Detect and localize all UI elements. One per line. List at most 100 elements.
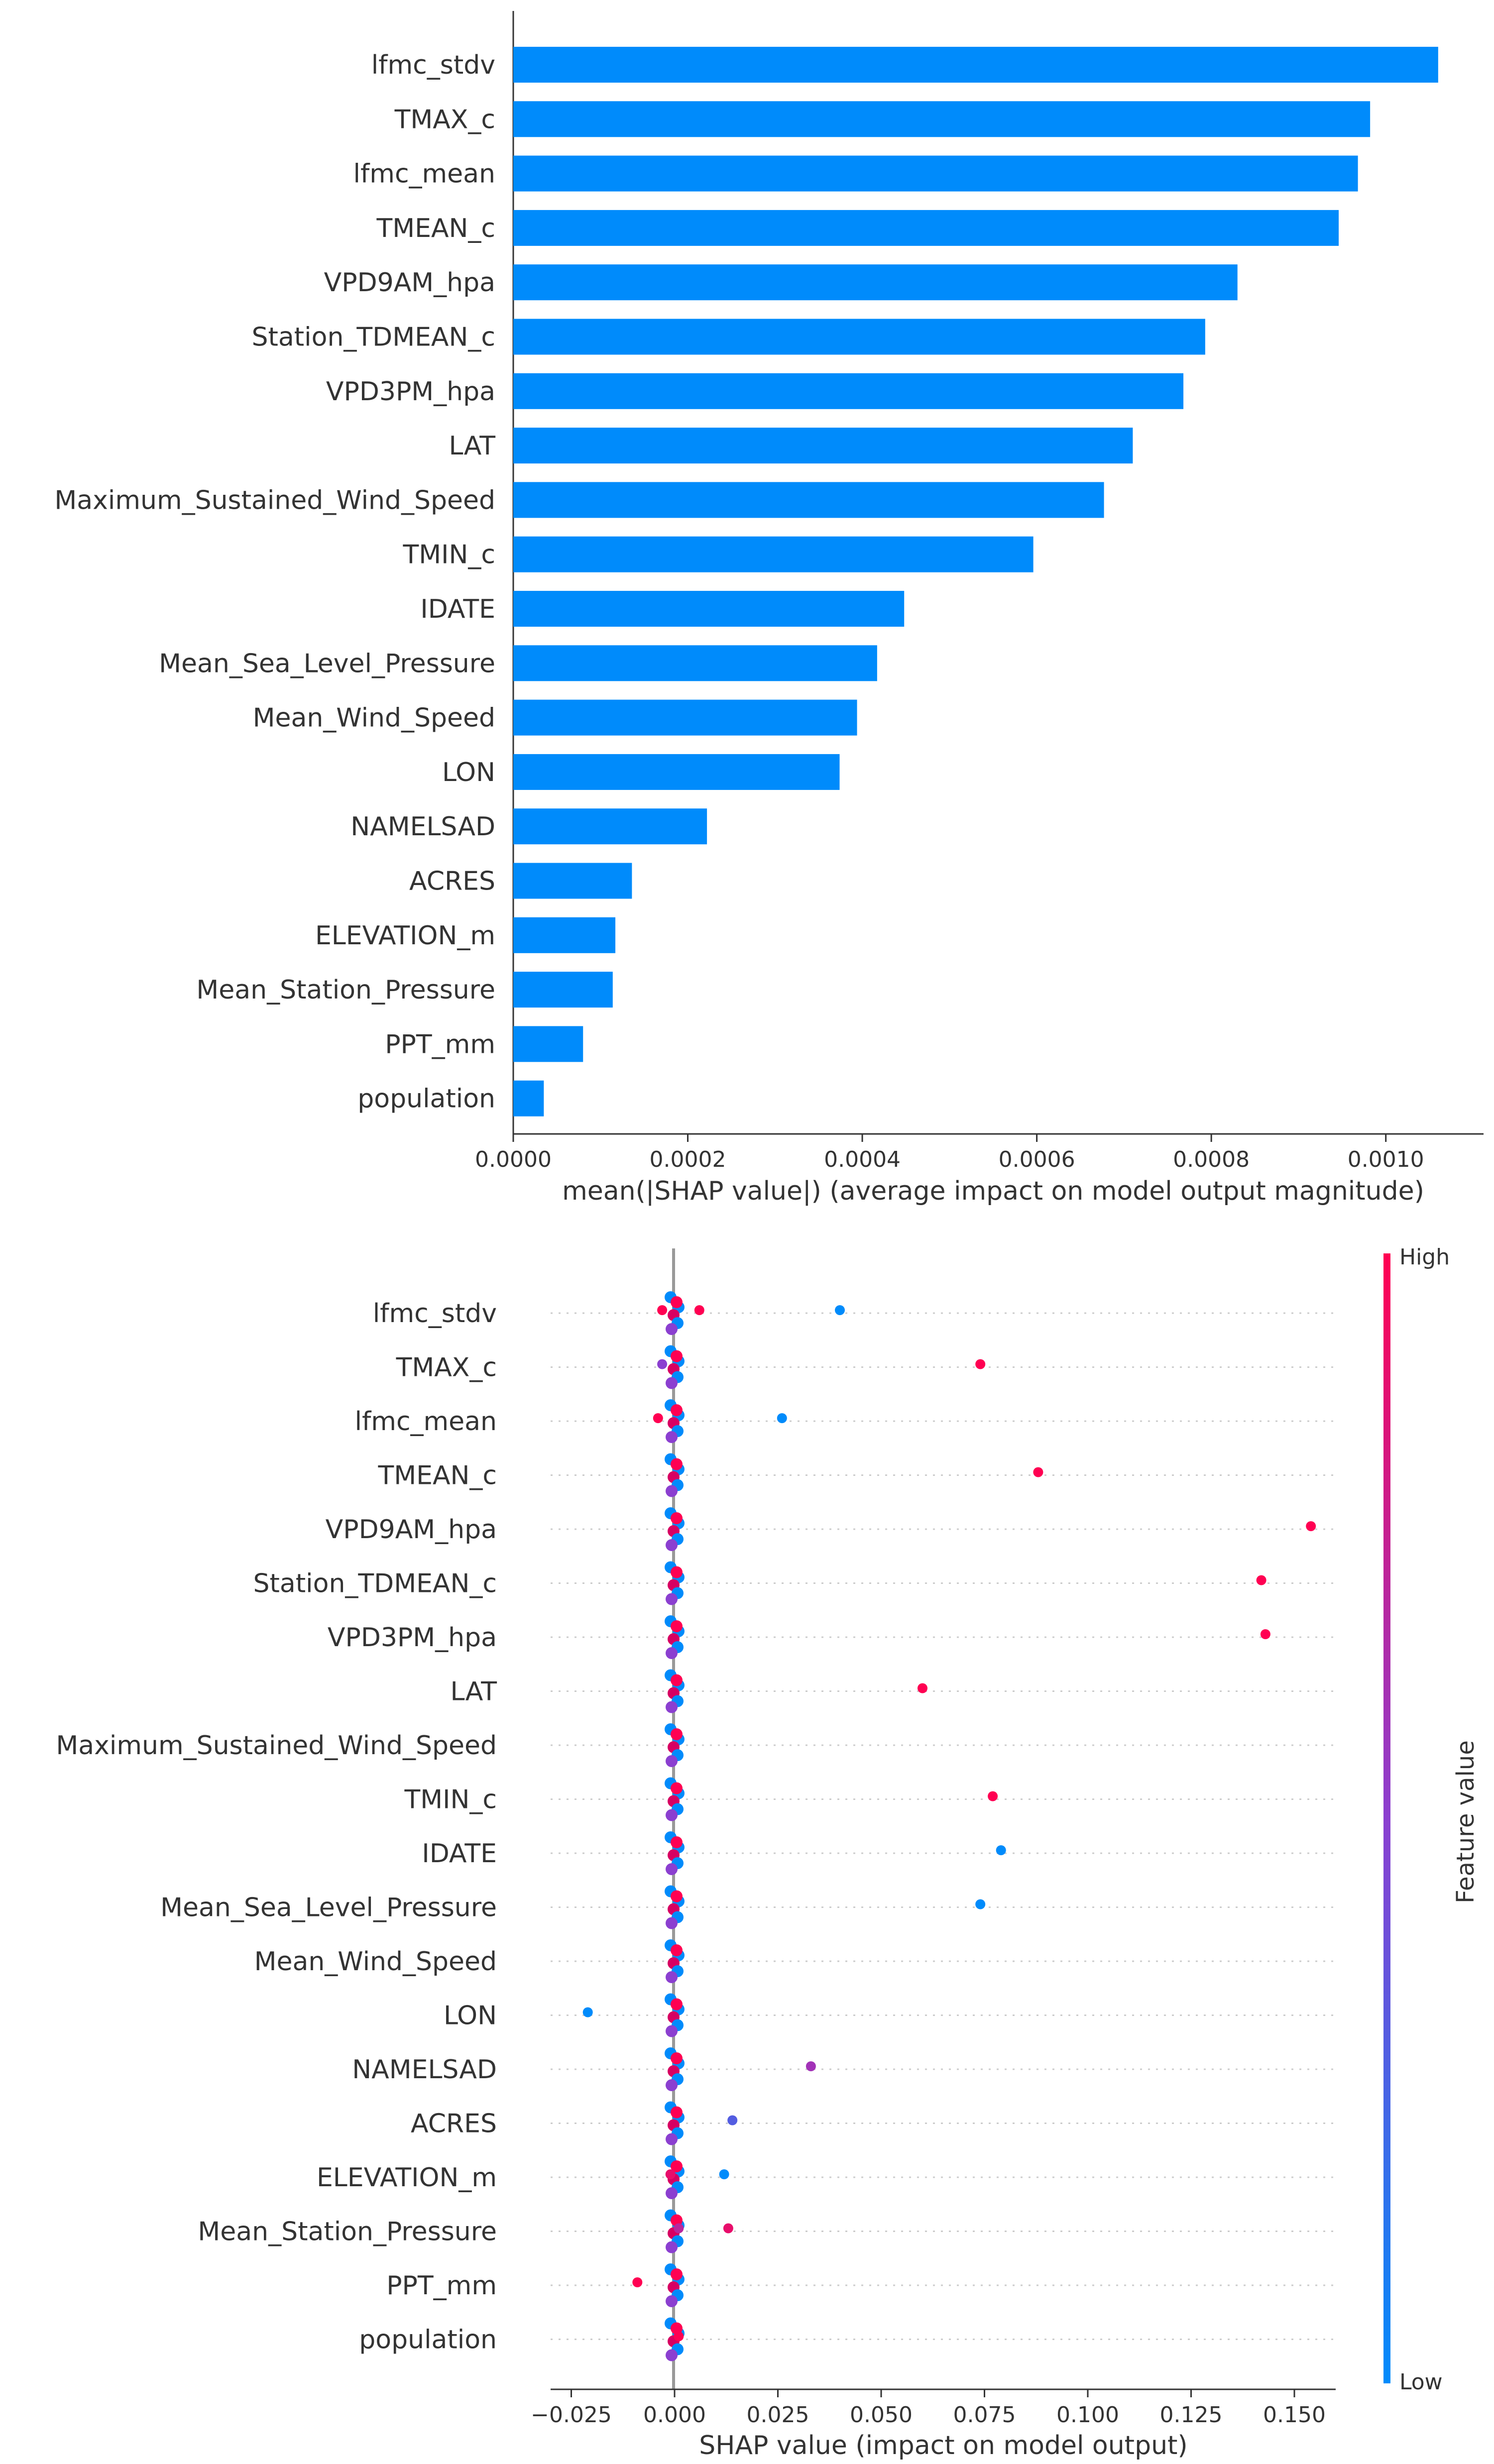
beeswarm-point bbox=[671, 1566, 683, 1578]
beeswarm-point bbox=[666, 2133, 678, 2145]
bar-vpd3pm-hpa bbox=[513, 373, 1184, 409]
beeswarm-point bbox=[666, 1755, 678, 1767]
bar-population bbox=[513, 1080, 544, 1117]
bar-lfmc-mean bbox=[513, 155, 1358, 192]
bar-x-tick-label: 0.0004 bbox=[824, 1147, 901, 1172]
bar-idate bbox=[513, 591, 905, 627]
beeswarm-point bbox=[666, 1863, 678, 1875]
beeswarm-point bbox=[657, 1359, 668, 1369]
beeswarm-y-label-vpd3pm-hpa: VPD3PM_hpa bbox=[328, 1623, 497, 1653]
beeswarm-point bbox=[632, 2277, 643, 2287]
beeswarm-point bbox=[666, 2079, 678, 2091]
beeswarm-x-axis-label: SHAP value (impact on model output) bbox=[699, 2431, 1187, 2461]
beeswarm-y-label-lfmc-stdv: lfmc_stdv bbox=[373, 1299, 497, 1329]
bar-y-label-vpd9am-hpa: VPD9AM_hpa bbox=[324, 268, 495, 298]
beeswarm-point bbox=[671, 1350, 683, 1362]
beeswarm-point bbox=[671, 2322, 683, 2335]
bar-y-label-tmax-c: TMAX_c bbox=[394, 105, 495, 134]
beeswarm-x-tick-label: 0.075 bbox=[953, 2402, 1016, 2428]
bar-tmax-c bbox=[513, 101, 1371, 137]
bar-elevation-m bbox=[513, 917, 616, 953]
bar-y-label-lfmc-stdv: lfmc_stdv bbox=[371, 50, 495, 80]
beeswarm-point bbox=[723, 2223, 733, 2234]
bar-mean-sea-level-pressure bbox=[513, 645, 877, 681]
beeswarm-point bbox=[975, 1359, 986, 1369]
beeswarm-point bbox=[671, 1836, 683, 1848]
beeswarm-y-label-lfmc-mean: lfmc_mean bbox=[355, 1407, 497, 1437]
bar-y-label-lat: LAT bbox=[449, 431, 496, 461]
beeswarm-point bbox=[1256, 1575, 1266, 1585]
bar-namelsad bbox=[513, 808, 707, 845]
beeswarm-y-label-namelsad: NAMELSAD bbox=[352, 2055, 497, 2085]
bar-ppt-mm bbox=[513, 1026, 583, 1062]
bar-mean-wind-speed bbox=[513, 699, 857, 736]
beeswarm-point bbox=[674, 2223, 684, 2234]
beeswarm-point bbox=[666, 2025, 678, 2037]
beeswarm-point bbox=[653, 1413, 663, 1423]
bar-lat bbox=[513, 428, 1133, 464]
bar-acres bbox=[513, 863, 632, 899]
beeswarm-point bbox=[666, 1485, 678, 1497]
beeswarm-point bbox=[988, 1791, 998, 1801]
bar-x-tick-label: 0.0006 bbox=[999, 1147, 1075, 1172]
beeswarm-point bbox=[665, 2169, 676, 2179]
beeswarm-point bbox=[975, 1899, 986, 1909]
beeswarm-point bbox=[671, 1620, 683, 1632]
beeswarm-x-tick-label: 0.125 bbox=[1160, 2402, 1223, 2428]
colorbar-high-label: High bbox=[1399, 1244, 1450, 1270]
bar-y-label-idate: IDATE bbox=[420, 594, 495, 624]
beeswarm-point bbox=[671, 1890, 683, 1903]
beeswarm-point bbox=[666, 1647, 678, 1659]
beeswarm-y-label-tmin-c: TMIN_c bbox=[404, 1785, 497, 1815]
beeswarm-y-label-vpd9am-hpa: VPD9AM_hpa bbox=[326, 1515, 497, 1545]
bar-y-label-lon: LON bbox=[442, 758, 495, 787]
beeswarm-point bbox=[805, 2061, 816, 2071]
beeswarm-point bbox=[719, 2169, 729, 2179]
bar-y-label-elevation-m: ELEVATION_m bbox=[315, 921, 495, 951]
beeswarm-point bbox=[666, 2349, 678, 2361]
beeswarm-point bbox=[671, 1944, 683, 1956]
colorbar-title: Feature value bbox=[1452, 1740, 1480, 1904]
beeswarm-y-label-idate: IDATE bbox=[422, 1839, 497, 1869]
beeswarm-point bbox=[666, 1431, 678, 1443]
beeswarm-point bbox=[694, 1305, 704, 1315]
bar-y-label-maximum-sustained-wind-speed: Maximum_Sustained_Wind_Speed bbox=[54, 485, 495, 515]
beeswarm-y-label-mean-wind-speed: Mean_Wind_Speed bbox=[254, 1947, 497, 1977]
beeswarm-y-label-maximum-sustained-wind-speed: Maximum_Sustained_Wind_Speed bbox=[56, 1731, 497, 1761]
bar-tmin-c bbox=[513, 536, 1034, 572]
beeswarm-point bbox=[671, 2052, 683, 2064]
bar-tmean-c bbox=[513, 210, 1339, 246]
colorbar-low-label: Low bbox=[1399, 2369, 1443, 2395]
beeswarm-x-tick-label: 0.100 bbox=[1056, 2402, 1119, 2428]
bar-y-label-tmean-c: TMEAN_c bbox=[376, 214, 495, 243]
bar-x-tick-label: 0.0008 bbox=[1173, 1147, 1250, 1172]
beeswarm-y-label-tmean-c: TMEAN_c bbox=[377, 1461, 497, 1491]
beeswarm-y-label-station-tdmean-c: Station_TDMEAN_c bbox=[253, 1569, 497, 1599]
bar-x-tick-label: 0.0000 bbox=[475, 1147, 552, 1172]
beeswarm-point bbox=[666, 1539, 678, 1551]
beeswarm-point bbox=[671, 1296, 683, 1308]
bar-y-label-vpd3pm-hpa: VPD3PM_hpa bbox=[326, 377, 495, 407]
beeswarm-point bbox=[657, 1305, 668, 1315]
beeswarm-point bbox=[666, 1323, 678, 1335]
beeswarm-point bbox=[918, 1683, 927, 1693]
bar-y-label-lfmc-mean: lfmc_mean bbox=[353, 159, 495, 189]
beeswarm-point bbox=[777, 1413, 787, 1423]
beeswarm-point bbox=[666, 1971, 678, 1983]
beeswarm-point bbox=[727, 2115, 738, 2126]
beeswarm-point bbox=[671, 1728, 683, 1740]
beeswarm-point bbox=[666, 1809, 678, 1821]
beeswarm-y-label-mean-sea-level-pressure: Mean_Sea_Level_Pressure bbox=[160, 1893, 497, 1923]
beeswarm-point bbox=[666, 1593, 678, 1605]
bar-mean-station-pressure bbox=[513, 972, 613, 1008]
beeswarm-point bbox=[835, 1305, 845, 1315]
beeswarm-point bbox=[671, 1674, 683, 1686]
bar-y-label-mean-wind-speed: Mean_Wind_Speed bbox=[253, 703, 495, 733]
beeswarm-point bbox=[671, 2214, 683, 2227]
beeswarm-point bbox=[671, 1404, 683, 1416]
bar-maximum-sustained-wind-speed bbox=[513, 482, 1104, 518]
bar-y-label-acres: ACRES bbox=[409, 867, 495, 896]
beeswarm-point bbox=[666, 2295, 678, 2307]
beeswarm-point bbox=[671, 1512, 683, 1524]
